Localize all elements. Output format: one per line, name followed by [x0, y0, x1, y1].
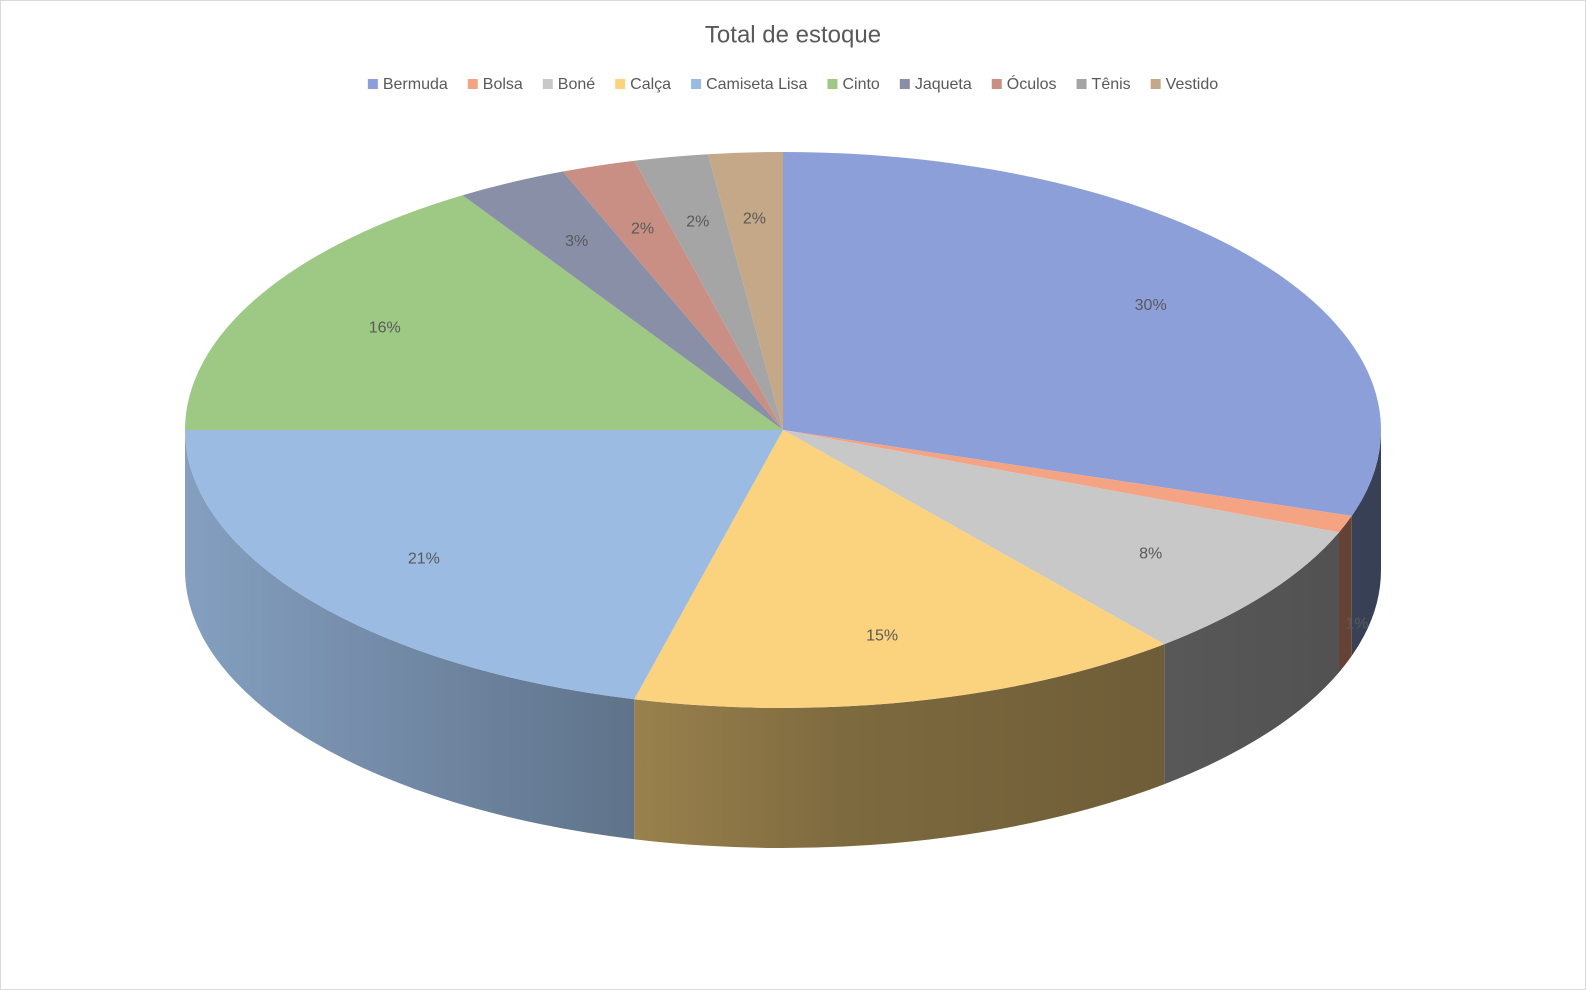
legend-label: Vestido [1166, 76, 1219, 93]
slice-side [1351, 430, 1381, 656]
data-label: 3% [565, 233, 588, 250]
legend-label: Boné [558, 76, 595, 93]
slice [708, 152, 783, 430]
legend-swatch [367, 79, 378, 89]
data-label: 21% [408, 551, 440, 568]
legend-swatch [1076, 79, 1087, 89]
legend-label: Jaqueta [915, 76, 972, 93]
legend-swatch [827, 79, 838, 89]
legend-label: Óculos [1007, 74, 1057, 93]
legend-swatch [899, 79, 910, 89]
data-label: 2% [631, 220, 654, 237]
legend-swatch [467, 79, 478, 89]
slice [783, 152, 1382, 516]
data-label: 2% [743, 210, 766, 227]
legend-label: Bermuda [383, 76, 448, 93]
pie-sides [185, 430, 1381, 849]
slice [462, 171, 783, 430]
legend-label: Tênis [1092, 76, 1131, 93]
pie-tops [185, 152, 1382, 708]
slice [634, 154, 783, 430]
legend-label: Calça [630, 76, 671, 93]
legend-swatch [615, 79, 626, 89]
data-label: 8% [1139, 545, 1162, 562]
legend-swatch [542, 79, 553, 89]
data-label: 1% [1345, 615, 1368, 632]
slice [185, 430, 783, 700]
data-label: 2% [686, 214, 709, 231]
legend-swatch [691, 79, 702, 89]
slice [185, 195, 783, 430]
slice [783, 430, 1340, 645]
slice [634, 430, 1165, 708]
slice-side [634, 644, 1165, 849]
data-label: 30% [1135, 297, 1167, 314]
chart-title: Total de estoque [705, 21, 881, 48]
data-label: 16% [369, 319, 401, 336]
legend-label: Cinto [842, 76, 879, 93]
slice-side [1164, 532, 1340, 785]
slice-side [185, 430, 635, 840]
legend-label: Bolsa [483, 76, 523, 93]
data-label: 15% [866, 627, 898, 644]
legend: Bermuda Bolsa Boné Calça Camiseta Lisa Cinto J… [367, 74, 1219, 93]
legend-swatch [991, 79, 1002, 89]
slice-side [1339, 515, 1352, 673]
legend-label: Camiseta Lisa [706, 76, 807, 93]
slice [783, 430, 1352, 533]
legend-swatch [1150, 79, 1161, 89]
slice [562, 160, 783, 430]
